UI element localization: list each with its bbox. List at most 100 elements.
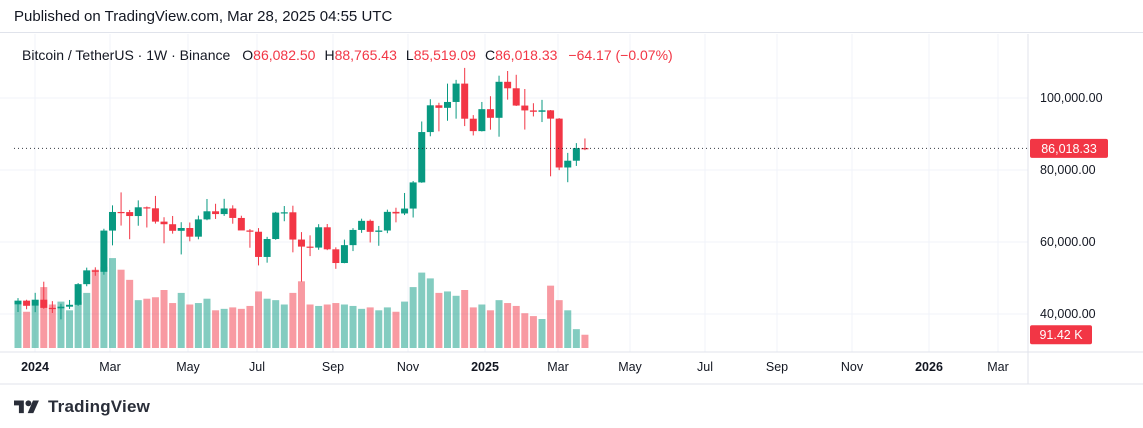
- candle-body: [392, 211, 400, 214]
- volume-bars: [14, 258, 589, 348]
- candle-body: [572, 148, 580, 161]
- candle-body: [555, 118, 563, 168]
- candle-body: [366, 220, 374, 232]
- price-axis-label: 40,000.00: [1040, 307, 1096, 321]
- volume-bar: [66, 310, 74, 348]
- volume-bar: [151, 297, 159, 348]
- candle-body: [435, 105, 443, 108]
- candle-body: [547, 110, 555, 119]
- candle-body: [306, 246, 314, 248]
- tradingview-brand-text[interactable]: TradingView: [48, 397, 151, 416]
- candles: [14, 67, 589, 320]
- volume-bar: [349, 305, 357, 348]
- candle-body: [117, 211, 125, 214]
- candle-body: [297, 239, 305, 247]
- volume-bar: [315, 305, 323, 348]
- price-axis-label: 80,000.00: [1040, 163, 1096, 177]
- time-axis-label: Jul: [249, 360, 265, 374]
- time-axis[interactable]: 2024 Mar May Jul Sep Nov 2025 Mar May Jul Sep Nov 20…: [21, 360, 1009, 374]
- candle-body: [66, 304, 74, 307]
- volume-bar: [272, 300, 280, 348]
- volume-bar: [529, 316, 537, 348]
- volume-bar: [555, 300, 563, 348]
- time-axis-label: Nov: [397, 360, 420, 374]
- time-axis-label: Sep: [322, 360, 344, 374]
- candle-body: [340, 245, 348, 264]
- candle-body: [108, 211, 116, 231]
- volume-bar: [31, 305, 39, 348]
- candle-body: [143, 207, 151, 209]
- candle-body: [401, 208, 409, 214]
- candle-body: [48, 307, 56, 310]
- volume-bar: [366, 307, 374, 348]
- price-axis[interactable]: 100,000.00 80,000.00 60,000.00 40,000.00 86,…: [1030, 91, 1108, 345]
- volume-bar: [581, 334, 589, 348]
- volume-bar: [57, 301, 65, 348]
- volume-bar: [255, 291, 263, 348]
- volume-bar: [169, 303, 177, 348]
- time-axis-label: May: [618, 360, 642, 374]
- volume-bar: [572, 329, 580, 348]
- ohlc-item-o: O86,082.50: [242, 47, 316, 63]
- candle-body: [220, 208, 228, 215]
- candle-body: [478, 109, 486, 132]
- candle-body: [349, 229, 357, 246]
- candle-body: [246, 230, 254, 232]
- candle-body: [272, 212, 280, 240]
- volume-bar: [401, 301, 409, 348]
- candle-body: [564, 160, 572, 168]
- candle-body: [409, 182, 417, 209]
- volume-bar: [108, 258, 116, 348]
- volume-bar: [134, 300, 142, 348]
- volume-bar: [521, 313, 529, 348]
- volume-bar: [194, 303, 202, 348]
- volume-bar: [212, 310, 220, 348]
- candle-body: [23, 300, 31, 306]
- candle-body: [57, 306, 65, 309]
- change-value: −64.17 (−0.07%): [568, 47, 673, 63]
- candle-body: [469, 118, 477, 132]
- volume-bar: [538, 319, 546, 348]
- volume-bar: [83, 292, 91, 348]
- volume-bar: [504, 303, 512, 348]
- tradingview-logo-icon: [14, 399, 39, 413]
- symbol-header: Bitcoin / TetherUS · 1W · Binance O86,08…: [22, 45, 673, 65]
- candle-body: [529, 110, 537, 112]
- time-axis-label: May: [176, 360, 200, 374]
- candle-body: [504, 81, 512, 89]
- price-axis-label: 100,000.00: [1040, 91, 1103, 105]
- volume-bar: [435, 292, 443, 348]
- time-axis-label: 2024: [21, 360, 49, 374]
- volume-bar: [289, 292, 297, 348]
- volume-bar: [478, 304, 486, 348]
- candle-body: [237, 217, 245, 231]
- candle-body: [383, 211, 391, 231]
- time-axis-label: 2025: [471, 360, 499, 374]
- volume-bar: [547, 285, 555, 348]
- published-bar: Published on TradingView.com, Mar 28, 20…: [0, 0, 1143, 33]
- candle-body: [31, 299, 39, 306]
- volume-bar: [263, 298, 271, 348]
- volume-bar: [229, 307, 237, 348]
- volume-bar: [495, 300, 503, 348]
- volume-bar: [297, 281, 305, 348]
- candle-body: [486, 109, 494, 118]
- candle-body: [263, 239, 271, 257]
- candle-body: [160, 221, 168, 225]
- candle-body: [375, 230, 383, 232]
- price-axis-label: 60,000.00: [1040, 235, 1096, 249]
- volume-bar: [426, 278, 434, 348]
- symbol-title[interactable]: Bitcoin / TetherUS · 1W · Binance: [22, 47, 231, 63]
- candle-body: [229, 208, 237, 218]
- volume-bar: [74, 301, 82, 348]
- candle-body: [194, 219, 202, 237]
- candle-body: [426, 105, 434, 133]
- volume-bar: [392, 311, 400, 348]
- volume-bar: [177, 292, 185, 348]
- candle-body: [358, 220, 366, 230]
- volume-bar: [323, 304, 331, 348]
- candle-body: [100, 230, 108, 272]
- candle-body: [332, 249, 340, 264]
- candle-body: [538, 110, 546, 112]
